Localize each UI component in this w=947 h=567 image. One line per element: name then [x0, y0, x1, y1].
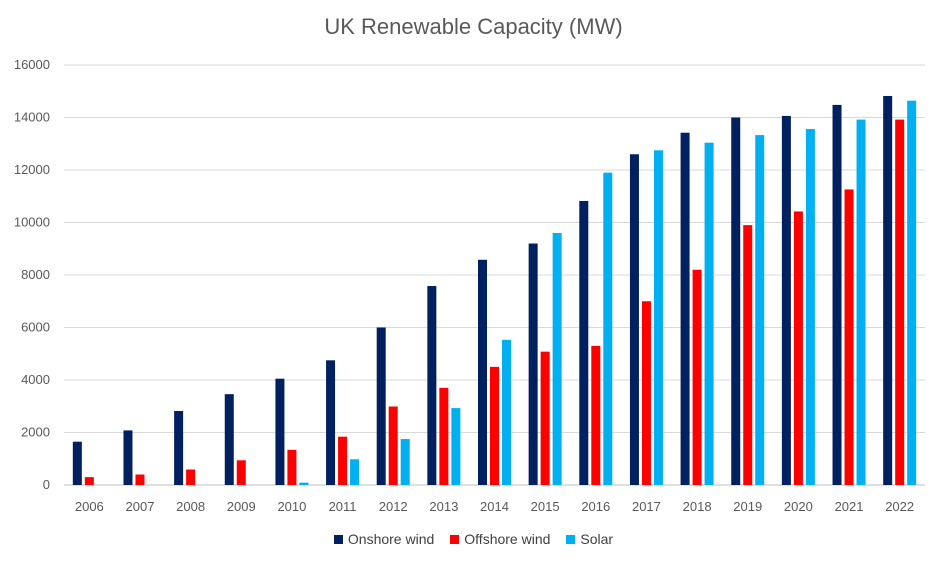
- y-tick-label: 2000: [21, 425, 50, 440]
- bar-onshore-wind: [478, 259, 487, 485]
- bar-onshore-wind: [224, 394, 234, 485]
- legend: Onshore wind Offshore wind Solar: [0, 531, 947, 547]
- x-tick-label: 2012: [379, 499, 408, 514]
- bar-onshore-wind: [528, 243, 538, 485]
- x-tick-label: 2007: [126, 499, 155, 514]
- x-tick-label: 2011: [329, 499, 357, 514]
- chart-title: UK Renewable Capacity (MW): [324, 14, 623, 39]
- bar-onshore-wind: [781, 115, 791, 486]
- bar-offshore-wind: [895, 119, 905, 485]
- bar-solar: [502, 339, 511, 485]
- bar-onshore-wind: [427, 286, 437, 485]
- legend-label-solar: Solar: [580, 531, 614, 547]
- y-tick-label: 14000: [14, 110, 50, 125]
- bar-offshore-wind: [388, 406, 398, 485]
- bar-onshore-wind: [629, 154, 639, 485]
- bar-solar: [907, 100, 917, 485]
- bar-solar: [805, 129, 815, 486]
- bar-offshore-wind: [186, 469, 196, 485]
- bar-offshore-wind: [591, 345, 601, 485]
- bar-offshore-wind: [287, 449, 297, 485]
- y-tick-label: 6000: [21, 320, 50, 335]
- bar-solar: [552, 233, 562, 485]
- bar-solar: [400, 439, 410, 485]
- bar-solar: [704, 142, 714, 485]
- bar-solar: [653, 150, 663, 485]
- x-tick-label: 2017: [632, 499, 661, 514]
- x-tick-label: 2016: [581, 499, 610, 514]
- x-tick-label: 2022: [885, 499, 914, 514]
- legend-label-offshore: Offshore wind: [464, 531, 551, 547]
- bar-onshore-wind: [326, 360, 336, 485]
- x-tick-label: 2014: [480, 499, 509, 514]
- legend-swatch-solar: [566, 534, 576, 544]
- x-tick-label: 2008: [176, 499, 205, 514]
- bar-offshore-wind: [236, 460, 246, 485]
- bar-onshore-wind: [731, 117, 741, 485]
- bar-onshore-wind: [579, 200, 589, 485]
- bar-onshore-wind: [123, 430, 133, 485]
- x-tick-label: 2013: [429, 499, 458, 514]
- bar-offshore-wind: [641, 301, 651, 485]
- bar-offshore-wind: [338, 436, 348, 485]
- x-tick-label: 2021: [835, 499, 864, 514]
- bar-solar: [755, 135, 765, 485]
- bar-offshore-wind: [490, 366, 499, 485]
- bar-offshore-wind: [135, 474, 145, 485]
- legend-swatch-offshore: [450, 534, 460, 544]
- y-tick-label: 16000: [14, 57, 50, 72]
- bar-offshore-wind: [793, 211, 803, 485]
- legend-swatch-onshore: [333, 534, 343, 544]
- bar-offshore-wind: [743, 225, 753, 485]
- y-tick-label: 8000: [21, 267, 50, 282]
- bar-offshore-wind: [692, 269, 702, 485]
- x-tick-label: 2018: [683, 499, 712, 514]
- y-tick-label: 12000: [14, 162, 50, 177]
- y-tick-label: 0: [43, 477, 50, 492]
- bar-onshore-wind: [275, 378, 285, 485]
- bar-onshore-wind: [680, 132, 690, 485]
- bar-onshore-wind: [174, 410, 184, 485]
- bar-onshore-wind: [72, 441, 82, 485]
- bar-solar: [350, 459, 360, 485]
- y-tick-label: 4000: [21, 372, 50, 387]
- bar-offshore-wind: [84, 477, 94, 485]
- bar-solar: [603, 172, 613, 485]
- x-tick-label: 2019: [733, 499, 762, 514]
- x-tick-label: 2006: [75, 499, 104, 514]
- legend-item-offshore: Offshore wind: [450, 531, 550, 547]
- legend-item-onshore: Onshore wind: [333, 531, 435, 547]
- bar-solar: [299, 482, 309, 485]
- x-tick-label: 2015: [531, 499, 560, 514]
- bar-offshore-wind: [439, 387, 449, 485]
- x-tick-label: 2010: [277, 499, 306, 514]
- legend-item-solar: Solar: [566, 531, 613, 547]
- bar-onshore-wind: [376, 327, 386, 485]
- x-tick-label: 2009: [227, 499, 256, 514]
- bar-solar: [451, 408, 461, 485]
- bar-onshore-wind: [883, 95, 893, 485]
- x-tick-label: 2020: [784, 499, 813, 514]
- y-tick-label: 10000: [14, 215, 50, 230]
- bar-onshore-wind: [832, 104, 842, 486]
- bar-solar: [856, 119, 866, 485]
- legend-label-onshore: Onshore wind: [347, 531, 435, 547]
- bar-offshore-wind: [540, 351, 550, 485]
- bar-offshore-wind: [844, 189, 854, 486]
